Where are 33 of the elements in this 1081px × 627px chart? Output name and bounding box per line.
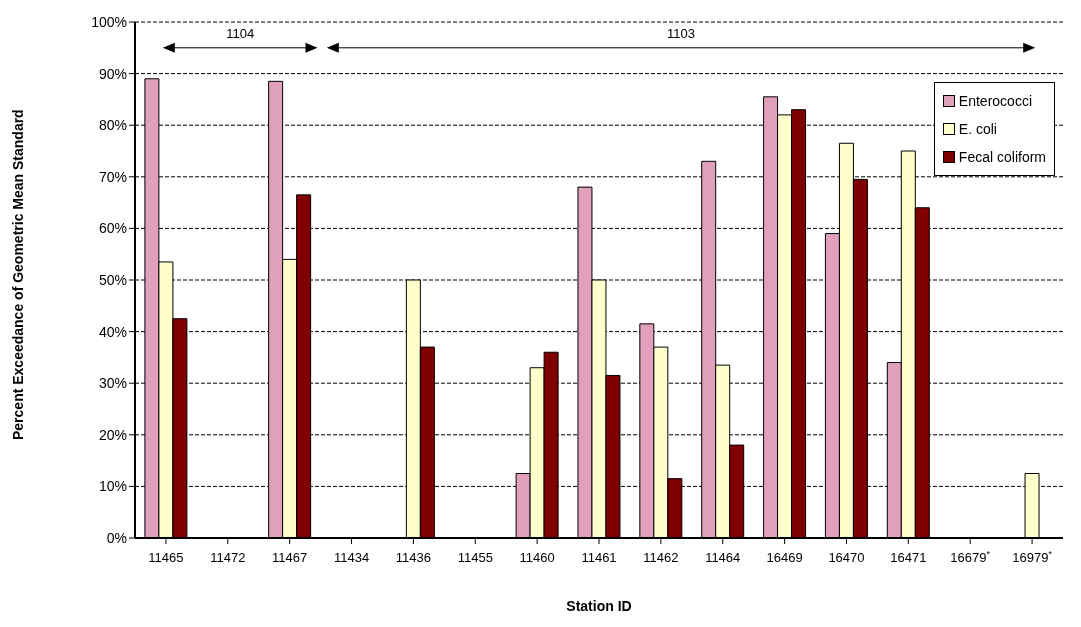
x-tick-label: 16470	[828, 550, 865, 565]
y-tick-label: 50%	[98, 271, 127, 288]
annotation: 1104	[226, 25, 255, 41]
y-tick-label: 100%	[91, 13, 127, 30]
x-tick-label: 11455	[457, 550, 493, 565]
x-tick-label: 16469	[766, 550, 803, 565]
y-tick-label: 90%	[98, 65, 127, 82]
y-tick-label: 80%	[98, 117, 127, 134]
x-tick-label: 11467	[272, 550, 308, 565]
legend-label: Enterococci	[958, 93, 1033, 109]
legend-label: Fecal coliform	[958, 149, 1046, 165]
x-axis-title: Station ID	[566, 598, 632, 614]
y-tick-label: 30%	[98, 375, 127, 392]
x-tick-label: 11460	[519, 550, 555, 565]
x-tick-label: 16471	[890, 550, 927, 565]
x-tick-label: 11472	[210, 550, 246, 565]
x-tick-label: 11462	[643, 550, 679, 565]
x-tick-label: 11465	[148, 550, 184, 565]
x-tick-label: 11464	[705, 550, 741, 565]
y-tick-label: 40%	[98, 323, 127, 340]
y-tick-label: 20%	[98, 426, 127, 443]
x-tick-label: 11434	[333, 550, 370, 565]
annotation: 1103	[666, 25, 695, 41]
y-tick-label: 70%	[98, 168, 127, 185]
x-tick-label: 11461	[581, 550, 617, 565]
x-tick-label: 16979$^{*}$	[1012, 549, 1053, 565]
y-tick-label: 60%	[98, 220, 127, 237]
y-axis-title: Percent Exceedance of Geometric Mean Standard	[9, 109, 26, 440]
y-tick-label: 10%	[98, 478, 127, 495]
y-tick-label: 0%	[106, 529, 127, 546]
legend-label: E. coli	[958, 121, 997, 137]
x-tick-label: 11436	[395, 550, 431, 565]
x-tick-label: 16679$^{*}$	[950, 549, 991, 565]
